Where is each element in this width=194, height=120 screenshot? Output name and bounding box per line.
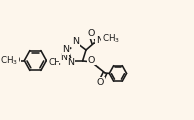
Text: N: N [68,58,74,67]
Text: CH$_3$: CH$_3$ [0,54,18,67]
Text: N: N [73,37,80,46]
Text: O: O [97,78,104,87]
Text: O: O [12,56,20,65]
Text: CH$_3$: CH$_3$ [102,33,120,45]
Text: N: N [62,45,69,54]
Text: O: O [88,56,95,65]
Text: N: N [60,53,67,62]
Text: O: O [87,29,94,38]
Text: CH: CH [48,58,61,67]
Text: NH: NH [96,36,110,45]
